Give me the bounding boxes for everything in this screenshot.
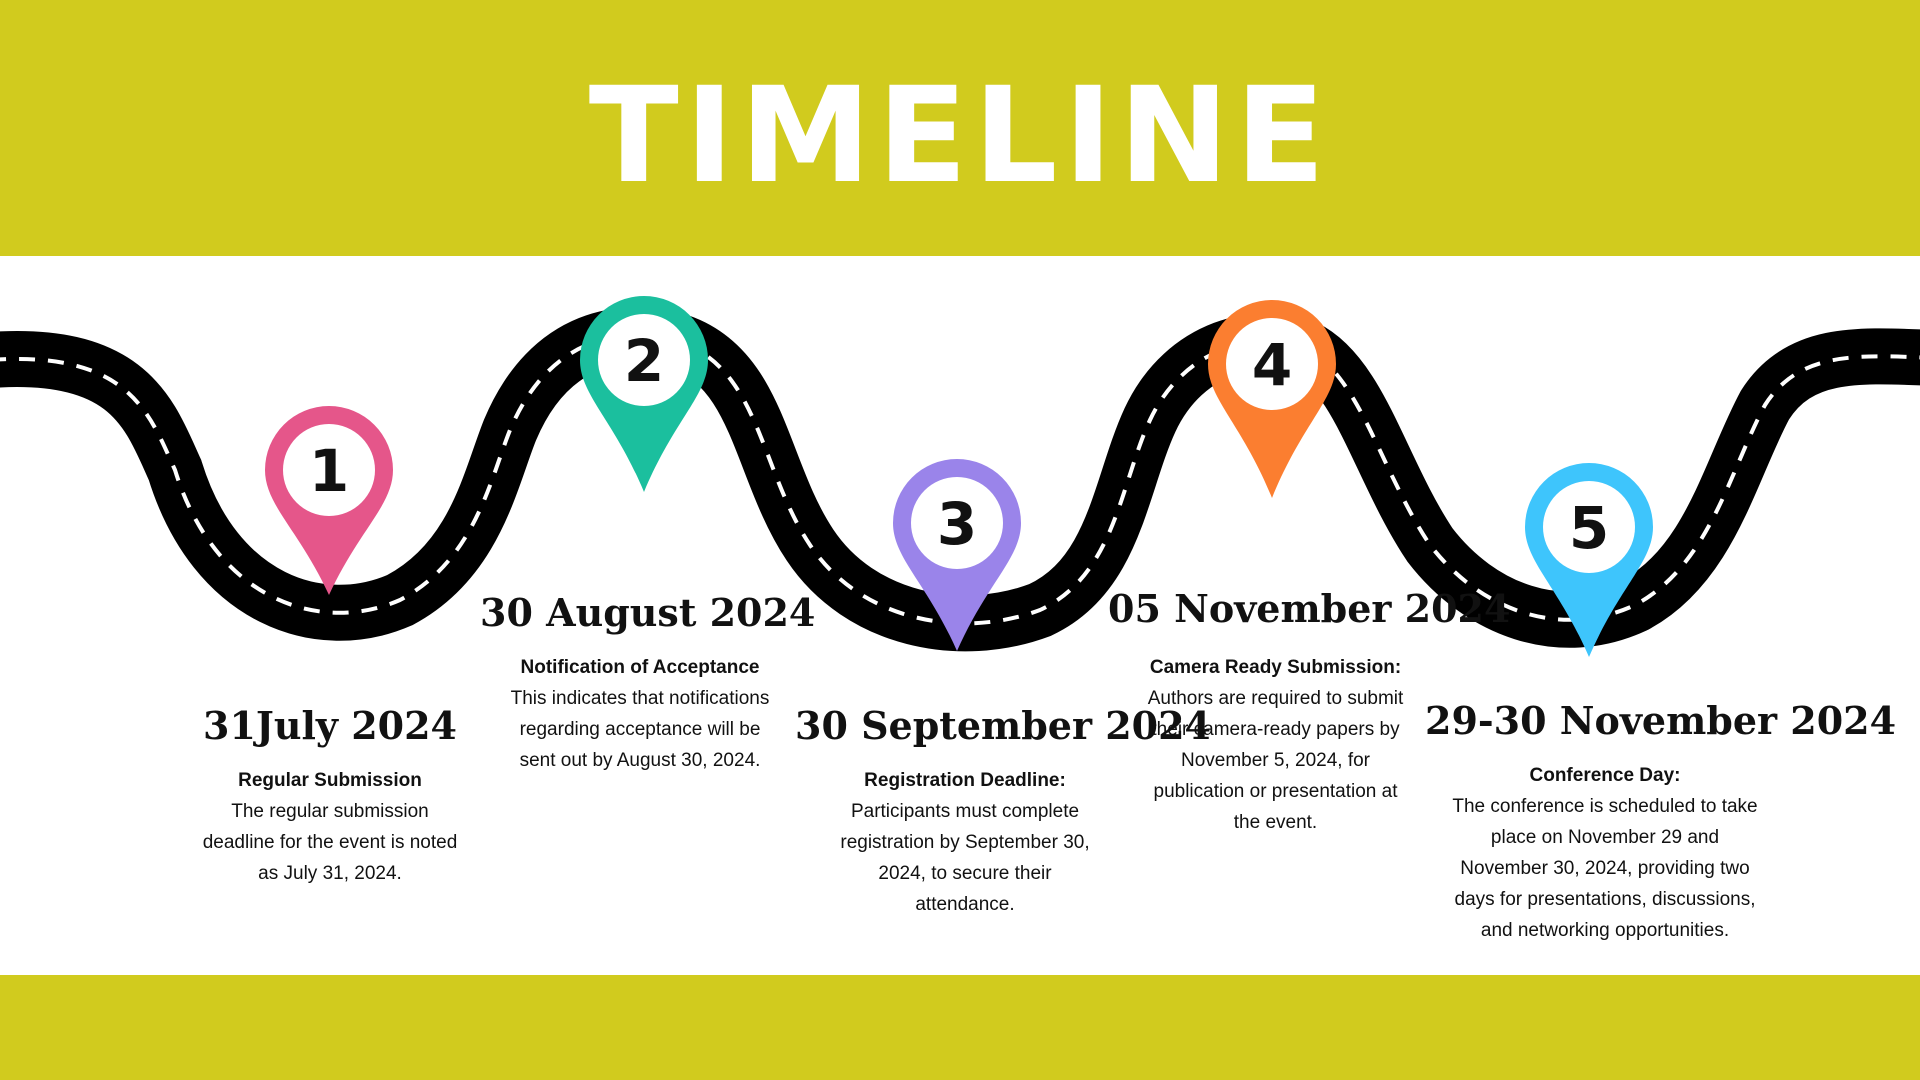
pin-5-center [1543,481,1635,573]
milestone-4-date: 05 November 2024 [1108,586,1511,631]
milestone-3-heading: Registration Deadline: [864,769,1066,791]
milestone-4: 05 November 2024 Camera Ready Submission… [1108,586,1511,838]
milestone-2-description: This indicates that notifications regard… [510,687,770,771]
pin-number-2: 2 [624,327,664,395]
milestone-1-date: 31July 2024 [203,703,457,748]
pin-number-4: 4 [1252,331,1292,399]
pin-2-center [598,314,690,406]
milestone-4-heading: Camera Ready Submission: [1149,656,1402,678]
milestone-3-date: 30 September 2024 [795,703,1211,748]
page-title: TIMELINE [588,59,1332,213]
pin-number-3: 3 [937,490,977,558]
milestone-2-heading: Notification of Acceptance [520,656,760,678]
milestone-1: 31July 2024 Regular Submission The regul… [190,705,470,889]
top-banner [0,0,1920,256]
pin-number-1: 1 [309,437,349,505]
bottom-banner [0,975,1920,1080]
pin-4-center [1226,318,1318,410]
pin-1-center [283,424,375,516]
milestone-5-description: The conference is scheduled to take plac… [1452,795,1758,941]
milestone-5: 29-30 November 2024 Conference Day: The … [1425,698,1897,946]
milestone-5-date: 29-30 November 2024 [1425,698,1897,743]
pin-3-center [911,477,1003,569]
milestone-3: 30 September 2024 Registration Deadline:… [795,703,1211,920]
milestone-2-date: 30 August 2024 [480,590,816,635]
milestone-2: 30 August 2024 Notification of Acceptanc… [480,590,816,776]
map-pin-icon-2: 2 [580,296,708,492]
milestone-3-description: Participants must complete registration … [840,800,1090,915]
map-pin-icon-5: 5 [1525,463,1653,657]
map-pin-icon-1: 1 [265,406,393,595]
map-pin-icon-4: 4 [1208,300,1336,498]
pin-number-5: 5 [1569,494,1609,562]
milestone-1-heading: Regular Submission [238,769,422,791]
map-pin-icon-3: 3 [893,459,1021,651]
milestone-5-heading: Conference Day: [1529,764,1681,786]
lane-markings [0,333,1920,626]
milestone-1-description: The regular submission deadline for the … [202,800,458,884]
milestone-4-description: Authors are required to submit their cam… [1147,687,1404,833]
